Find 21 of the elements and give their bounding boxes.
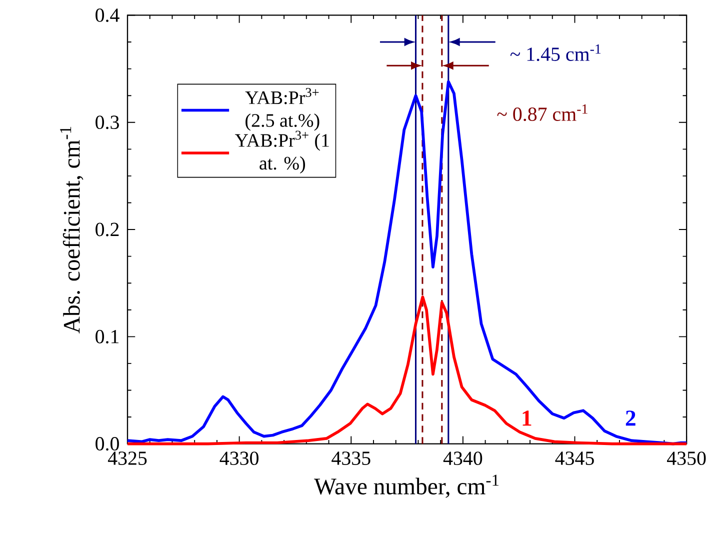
y-tick-label: 0.1 bbox=[96, 330, 119, 344]
x-tick-label: 4335 bbox=[332, 451, 370, 465]
legend-label: YAB:Pr$^{3+}$ (1 at. %) bbox=[234, 130, 329, 174]
y-tick-label: 0.2 bbox=[96, 222, 119, 236]
y-tick-label: 0.0 bbox=[96, 436, 119, 450]
y-tick-label: 0.3 bbox=[96, 115, 119, 129]
y-tick-label: 0.4 bbox=[96, 8, 120, 22]
y-axis-title: Abs. coefficient, cm$^{-1}$ bbox=[60, 126, 84, 334]
line-series bbox=[126, 80, 688, 446]
line-series bbox=[126, 295, 688, 446]
x-tick-label: 4345 bbox=[555, 451, 594, 465]
x-tick-label: 4340 bbox=[443, 451, 482, 465]
x-axis-title: Wave number, cm$^{-1}$ bbox=[314, 474, 499, 498]
ref-line-label: ~ 1.45 cm$^{-1}$ bbox=[510, 44, 601, 61]
ref-line-label: ~ 0.87 cm$^{-1}$ bbox=[497, 104, 588, 121]
text: YAB:Pr$^{3+}$ (2.5 at.%) bbox=[245, 88, 320, 131]
x-tick-label: 4330 bbox=[220, 451, 258, 465]
annotation: 1 bbox=[522, 410, 532, 426]
x-tick-label: 4325 bbox=[108, 451, 147, 465]
annotation: 2 bbox=[626, 410, 636, 426]
x-tick-label: 4350 bbox=[667, 451, 706, 465]
